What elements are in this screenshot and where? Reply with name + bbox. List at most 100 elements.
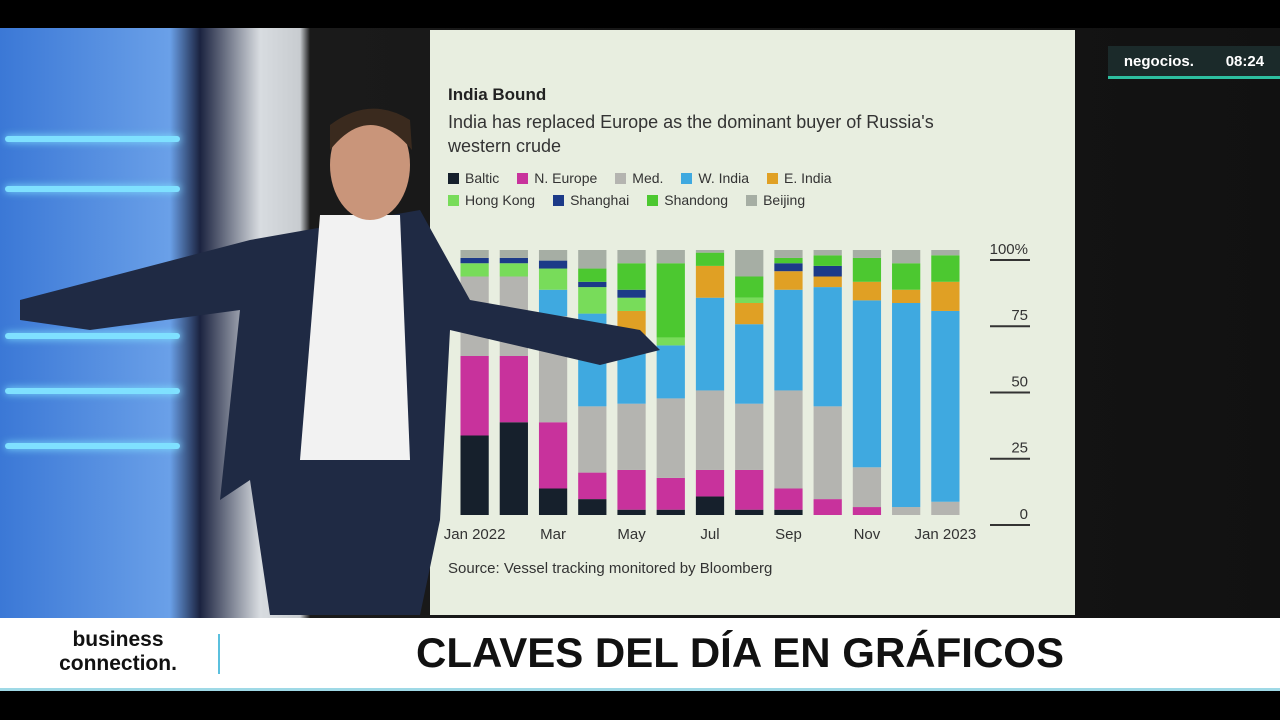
legend-swatch bbox=[647, 194, 659, 206]
bar-segment bbox=[774, 390, 803, 489]
bar-segment bbox=[499, 356, 528, 423]
legend-swatch bbox=[767, 172, 778, 184]
bar-segment bbox=[774, 263, 803, 272]
bar-segment bbox=[695, 390, 725, 470]
bar-segment bbox=[538, 289, 568, 317]
bar-segment bbox=[460, 435, 489, 515]
bar-segment bbox=[774, 250, 803, 258]
legend-swatch bbox=[517, 172, 529, 184]
bar-segment bbox=[695, 496, 725, 515]
bar-segment bbox=[774, 509, 803, 515]
y-tick-label: 25 bbox=[1011, 440, 1028, 457]
bar-segment bbox=[813, 406, 842, 500]
bar-segment bbox=[892, 263, 921, 290]
bar-segment bbox=[695, 265, 725, 298]
bar-segment bbox=[813, 287, 842, 407]
bar-segment bbox=[578, 268, 607, 282]
bar-segment bbox=[656, 509, 685, 515]
bar-segment bbox=[538, 260, 568, 269]
light-stripe bbox=[5, 388, 180, 394]
bar-segment bbox=[695, 250, 725, 253]
bar-segment bbox=[774, 289, 803, 391]
bar-segment bbox=[656, 337, 685, 346]
x-tick-label: Sep bbox=[775, 526, 802, 543]
bar-segment bbox=[852, 257, 882, 282]
bar-segment bbox=[852, 300, 882, 468]
channel-name: negocios. bbox=[1123, 52, 1194, 70]
bar-segment bbox=[774, 257, 803, 264]
legend-label: W. India bbox=[698, 170, 749, 186]
x-tick-label: Mar bbox=[540, 526, 566, 543]
presenter bbox=[20, 108, 660, 615]
y-tick-label: 50 bbox=[1011, 373, 1028, 390]
bar-segment bbox=[617, 263, 646, 290]
bar-segment bbox=[695, 252, 725, 266]
bar-segment bbox=[735, 297, 764, 303]
bar-segment bbox=[656, 398, 685, 478]
bar-segment bbox=[617, 297, 646, 311]
bar-segment bbox=[892, 303, 921, 508]
chart-source: Source: Vessel tracking monitored by Blo… bbox=[448, 560, 773, 577]
bar-segment bbox=[774, 488, 803, 510]
bar-segment bbox=[892, 250, 921, 264]
legend-swatch bbox=[746, 194, 758, 206]
bar-segment bbox=[499, 257, 528, 264]
bar-segment bbox=[892, 289, 921, 303]
bar-segment bbox=[735, 276, 764, 298]
bar-segment bbox=[813, 276, 842, 288]
legend-item: Shandong bbox=[647, 192, 728, 208]
legend-item: Shanghai bbox=[553, 192, 629, 208]
bar-segment bbox=[852, 507, 882, 515]
bar-segment bbox=[460, 356, 489, 436]
legend-label: Shanghai bbox=[570, 192, 630, 208]
bar-segment bbox=[695, 469, 725, 497]
bar-segment bbox=[735, 469, 764, 510]
channel-badge: negocios. 08:24 bbox=[1108, 46, 1280, 79]
bar-segment bbox=[460, 250, 489, 258]
bar-segment bbox=[852, 281, 882, 301]
legend-item: E. India bbox=[767, 170, 831, 186]
y-tick-label: 0 bbox=[1020, 506, 1028, 523]
bar-segment bbox=[538, 250, 568, 261]
light-stripe bbox=[5, 136, 180, 142]
bar-segment bbox=[931, 310, 960, 502]
bar-segment bbox=[617, 509, 646, 515]
legend-item: Baltic bbox=[448, 170, 499, 186]
separator bbox=[218, 634, 220, 674]
legend-swatch bbox=[615, 172, 627, 184]
legend-item: Med. bbox=[615, 170, 663, 186]
bar-segment bbox=[617, 403, 646, 470]
bar-segment bbox=[578, 406, 607, 473]
legend-label: Med. bbox=[632, 170, 664, 186]
bar-segment bbox=[813, 499, 842, 515]
legend-label: Shandong bbox=[664, 192, 729, 208]
headline: CLAVES DEL DÍA EN GRÁFICOS bbox=[416, 629, 1064, 676]
bar-segment bbox=[656, 477, 685, 510]
bar-segment bbox=[460, 263, 489, 277]
x-tick-label: Jul bbox=[700, 526, 719, 543]
bar-segment bbox=[499, 263, 528, 277]
legend-label: N. Europe bbox=[534, 170, 598, 186]
bar-segment bbox=[735, 509, 764, 515]
bar-segment bbox=[735, 403, 764, 470]
plot: 0 25 50 75 100% Jan 2022 Mar May Jul Sep Nov Jan 20… bbox=[444, 241, 1030, 543]
legend-item: N. Europe bbox=[517, 170, 597, 186]
head bbox=[330, 110, 410, 220]
bar-segment bbox=[774, 271, 803, 290]
bar-segment bbox=[656, 345, 685, 399]
bar-segment bbox=[578, 499, 607, 515]
light-stripe bbox=[5, 333, 180, 339]
shirt bbox=[300, 215, 410, 460]
bar-segment bbox=[578, 250, 607, 269]
y-tick-label: 75 bbox=[1011, 307, 1028, 324]
legend: Baltic N. Europe Med. W. India E. India Hong … bbox=[448, 170, 928, 208]
legend-item: W. India bbox=[681, 170, 749, 186]
bar-segment bbox=[538, 422, 568, 489]
x-tick-label: Nov bbox=[854, 526, 881, 543]
bar-segment bbox=[695, 297, 725, 391]
legend-swatch bbox=[553, 194, 565, 206]
bar-segment bbox=[735, 250, 764, 277]
bar-segment bbox=[499, 250, 528, 258]
bar-segment bbox=[656, 250, 685, 264]
